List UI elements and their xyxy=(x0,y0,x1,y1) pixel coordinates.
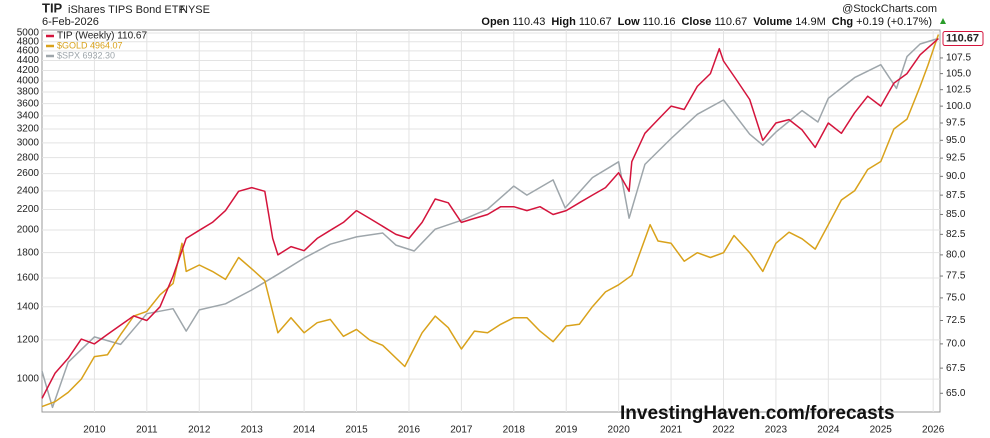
series-line xyxy=(41,34,940,408)
plot-frame xyxy=(41,29,941,413)
y-tick-label: 3000 xyxy=(17,137,40,148)
quote-label: Volume xyxy=(753,16,793,28)
x-tick-label: 2013 xyxy=(241,425,264,436)
x-tick-label: 2015 xyxy=(345,425,368,436)
y2-tick-label: 105.0 xyxy=(946,68,971,79)
y-tick-label: 2400 xyxy=(17,185,40,196)
y-tick-label: 1200 xyxy=(17,335,40,346)
y-tick-label: 3200 xyxy=(17,124,40,135)
y2-tick-label: 82.5 xyxy=(946,229,966,240)
y-tick-label: 2800 xyxy=(17,152,40,163)
y-tick-label: 1600 xyxy=(17,273,40,284)
x-tick-label: 2022 xyxy=(712,425,735,436)
x-tick-label: 2025 xyxy=(870,425,893,436)
y-tick-label: 4200 xyxy=(17,65,40,76)
y2-tick-label: 95.0 xyxy=(946,135,966,146)
y-tick-label: 2000 xyxy=(17,225,40,236)
security-name: iShares TIPS Bond ETF xyxy=(68,4,185,16)
quote-value: +0.19 (+0.17%) xyxy=(856,16,932,28)
quote-value: 110.67 xyxy=(714,16,748,28)
last-value-box xyxy=(942,31,984,47)
x-tick-label: 2017 xyxy=(450,425,473,436)
y-tick-label: 2200 xyxy=(17,204,40,215)
brand: @StockCharts.com xyxy=(842,3,937,15)
y-tick-label: 3800 xyxy=(17,87,40,98)
x-tick-label: 2023 xyxy=(765,425,788,436)
date: 6-Feb-2026 xyxy=(42,16,99,28)
y-tick-label: 4800 xyxy=(17,36,40,47)
y2-tick-label: 102.5 xyxy=(946,84,971,95)
y2-tick-label: 90.0 xyxy=(946,171,966,182)
y2-tick-label: 65.0 xyxy=(946,388,966,399)
quote-label: Close xyxy=(681,16,712,28)
y2-tick-label: 77.5 xyxy=(946,271,966,282)
x-tick-label: 2016 xyxy=(398,425,421,436)
x-tick-label: 2019 xyxy=(555,425,578,436)
legend-label: $GOLD 4964.07 xyxy=(57,40,123,50)
y-tick-label: 1000 xyxy=(17,374,40,385)
x-tick-label: 2026 xyxy=(922,425,945,436)
y-tick-label: 1800 xyxy=(17,247,40,258)
y2-tick-label: 67.5 xyxy=(946,363,966,374)
y2-tick-label: 70.0 xyxy=(946,339,966,350)
exchange: NYSE xyxy=(180,4,210,16)
x-tick-label: 2020 xyxy=(608,425,631,436)
y-tick-label: 3400 xyxy=(17,111,40,122)
symbol: TIP xyxy=(42,0,63,15)
y2-tick-label: 87.5 xyxy=(946,190,966,201)
y2-tick-label: 75.0 xyxy=(946,293,966,304)
x-tick-label: 2014 xyxy=(293,425,316,436)
last-value-label: 110.67 xyxy=(946,32,979,44)
y-tick-label: 2600 xyxy=(17,168,40,179)
legend-label: $SPX 6932.30 xyxy=(57,50,115,60)
x-tick-label: 2012 xyxy=(188,425,211,436)
series-line xyxy=(41,37,939,409)
quote-line: Open 110.43 High 110.67 Low 110.16 Close 110.67… xyxy=(481,16,938,28)
x-tick-label: 2024 xyxy=(817,425,840,436)
y2-tick-label: 107.5 xyxy=(946,53,971,64)
quote-label: Chg xyxy=(831,16,854,28)
quote-label: Low xyxy=(617,16,640,28)
y2-tick-label: 100.0 xyxy=(946,101,971,112)
quote-label: Open xyxy=(481,16,510,28)
y-tick-label: 5000 xyxy=(17,28,40,39)
quote-value: 14.9M xyxy=(795,16,826,28)
quote-value: 110.43 xyxy=(512,16,546,28)
y2-tick-label: 97.5 xyxy=(946,118,966,129)
x-tick-label: 2021 xyxy=(660,425,683,436)
quote-value: 110.67 xyxy=(578,16,612,28)
x-tick-label: 2011 xyxy=(136,425,158,436)
up-arrow xyxy=(940,18,946,24)
y-tick-label: 4400 xyxy=(17,55,40,66)
y2-tick-label: 80.0 xyxy=(946,250,966,261)
x-tick-label: 2010 xyxy=(83,425,106,436)
y2-tick-label: 72.5 xyxy=(946,315,966,326)
y2-tick-label: 85.0 xyxy=(946,209,966,220)
quote-label: High xyxy=(551,16,576,28)
legend-label: TIP (Weekly) 110.67 xyxy=(57,31,147,42)
y-tick-label: 4000 xyxy=(17,76,40,87)
y-tick-label: 4600 xyxy=(17,46,40,57)
y-tick-label: 3600 xyxy=(17,98,40,109)
series-line xyxy=(41,38,939,399)
watermark: InvestingHaven.com/forecasts xyxy=(620,403,895,424)
x-tick-label: 2018 xyxy=(503,425,526,436)
y-tick-label: 1400 xyxy=(17,301,40,312)
y2-tick-label: 92.5 xyxy=(946,153,966,164)
quote-value: 110.16 xyxy=(642,16,676,28)
